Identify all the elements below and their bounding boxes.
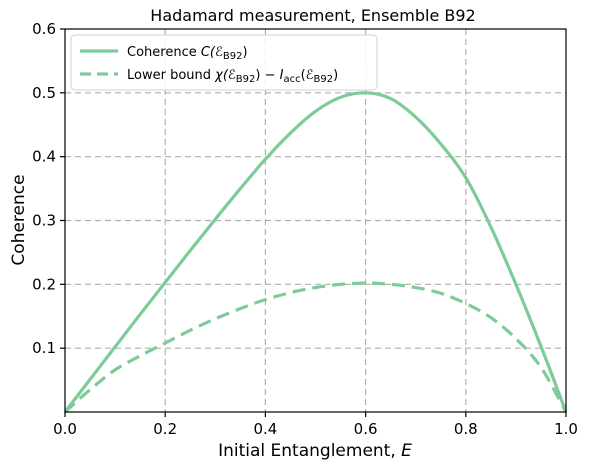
legend-entry-lower-bound: Lower bound χ(ℰB92) − Iacc(ℰB92): [127, 68, 338, 85]
y-axis: 0.1 0.2 0.3 0.4 0.5 0.6: [32, 20, 65, 357]
y-tick-label: 0.2: [32, 275, 56, 293]
x-tick-label: 1.0: [554, 420, 578, 438]
x-tick-label: 0.6: [354, 420, 378, 438]
x-tick-label: 0.8: [454, 420, 478, 438]
series-line-coherence: [63, 91, 568, 413]
x-axis: 0.0 0.2 0.4 0.6 0.8 1.0: [53, 412, 578, 438]
x-tick-label: 0.4: [253, 420, 277, 438]
grid: [65, 29, 566, 412]
series-layer: [63, 91, 568, 414]
x-tick-label: 0.2: [153, 420, 177, 438]
y-axis-label: Coherence: [9, 174, 29, 265]
y-tick-label: 0.4: [32, 148, 56, 166]
y-tick-label: 0.1: [32, 339, 56, 357]
series-line-lower-bound: [63, 281, 568, 414]
x-axis-label-text: Initial Entanglement,: [218, 441, 401, 461]
legend: Coherence C(ℰB92) Lower bound χ(ℰB92) − …: [70, 34, 378, 91]
x-tick-label: 0.0: [53, 420, 77, 438]
chart-title: Hadamard measurement, Ensemble B92: [150, 6, 475, 25]
x-axis-label-var: E: [401, 441, 412, 461]
legend-entry-coherence: Coherence C(ℰB92): [127, 45, 248, 62]
y-tick-label: 0.6: [32, 20, 56, 38]
y-tick-label: 0.3: [32, 212, 56, 230]
x-axis-label: Initial Entanglement, E: [218, 441, 412, 461]
y-tick-label: 0.5: [32, 84, 56, 102]
legend-box: [70, 34, 378, 91]
